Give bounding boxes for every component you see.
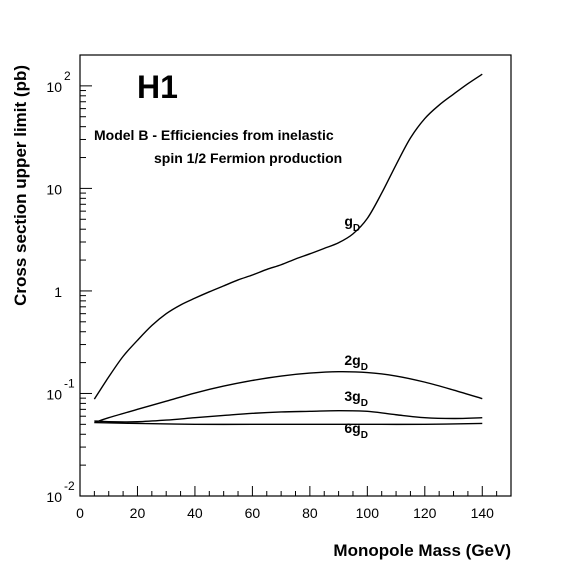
x-tick-label: 60 bbox=[245, 505, 261, 521]
series-line-4 bbox=[94, 421, 483, 426]
chart-title: H1 bbox=[137, 69, 178, 105]
y-tick-label: 1 bbox=[54, 284, 62, 300]
y-tick-label: 10 bbox=[46, 489, 62, 505]
x-tick-label: 140 bbox=[471, 505, 495, 521]
x-axis-label: Monopole Mass (GeV) bbox=[333, 541, 511, 560]
y-tick-exponent: -1 bbox=[64, 376, 75, 390]
x-axis-ticks: 0 20 40 60 80 100 120 140 bbox=[76, 486, 498, 521]
series-line-1 bbox=[93, 73, 483, 400]
x-tick-label: 120 bbox=[413, 505, 437, 521]
series-line-2 bbox=[94, 370, 483, 424]
y-tick-label: 10 bbox=[46, 181, 62, 197]
y-tick-exponent: 2 bbox=[64, 69, 71, 83]
y-tick-label: 10 bbox=[46, 79, 62, 95]
x-tick-label: 20 bbox=[130, 505, 146, 521]
series-label-1: gD bbox=[344, 213, 360, 234]
series-labels: gD 2gD 3gD 6gD bbox=[344, 213, 368, 441]
series-layer bbox=[93, 73, 483, 426]
plot-frame bbox=[79, 54, 512, 497]
y-tick-exponent: -2 bbox=[64, 479, 75, 493]
series-label-2: 2gD bbox=[344, 352, 368, 373]
x-tick-label: 40 bbox=[187, 505, 203, 521]
chart-subtitle-line1: Model B - Efficiencies from inelastic bbox=[94, 127, 334, 143]
x-tick-label: 100 bbox=[356, 505, 380, 521]
x-tick-label: 0 bbox=[76, 505, 84, 521]
y-tick-label: 10 bbox=[46, 386, 62, 402]
x-tick-label: 80 bbox=[302, 505, 318, 521]
series-label-3: 3gD bbox=[344, 388, 368, 409]
series-label-4: 6gD bbox=[344, 420, 368, 441]
series-line-3 bbox=[94, 409, 483, 423]
y-axis-label: Cross section upper limit (pb) bbox=[11, 65, 30, 306]
chart-subtitle-line2: spin 1/2 Fermion production bbox=[154, 150, 342, 166]
